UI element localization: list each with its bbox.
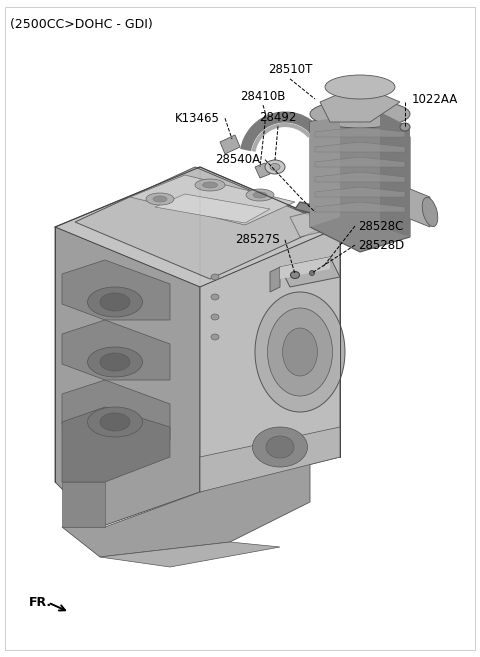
Polygon shape [255, 163, 270, 178]
Text: 28540A: 28540A [215, 153, 260, 166]
Polygon shape [155, 194, 270, 223]
Ellipse shape [211, 314, 219, 320]
Polygon shape [280, 257, 330, 279]
Ellipse shape [310, 271, 314, 275]
Polygon shape [295, 202, 320, 214]
Ellipse shape [100, 293, 130, 311]
Polygon shape [290, 202, 360, 237]
Polygon shape [55, 227, 200, 527]
Ellipse shape [252, 427, 308, 467]
Polygon shape [62, 320, 170, 380]
Polygon shape [270, 267, 280, 292]
Text: 28410B: 28410B [240, 90, 286, 103]
Ellipse shape [203, 182, 217, 188]
Ellipse shape [290, 271, 300, 279]
Polygon shape [280, 257, 340, 287]
Ellipse shape [310, 100, 410, 128]
Polygon shape [62, 380, 170, 440]
Ellipse shape [325, 75, 395, 99]
Polygon shape [315, 142, 405, 152]
Polygon shape [315, 157, 405, 167]
Polygon shape [100, 542, 280, 567]
Text: 28528D: 28528D [358, 238, 404, 252]
Ellipse shape [211, 294, 219, 300]
Ellipse shape [283, 328, 317, 376]
Polygon shape [130, 175, 295, 225]
Polygon shape [200, 227, 340, 492]
Ellipse shape [211, 334, 219, 340]
Polygon shape [310, 107, 410, 252]
Text: FR.: FR. [29, 596, 52, 609]
Polygon shape [405, 187, 430, 227]
Polygon shape [75, 167, 330, 279]
Polygon shape [315, 127, 405, 137]
Ellipse shape [146, 193, 174, 205]
Ellipse shape [195, 179, 225, 191]
Polygon shape [220, 135, 240, 154]
Text: 28527S: 28527S [235, 233, 280, 246]
Polygon shape [62, 457, 310, 557]
Ellipse shape [255, 292, 345, 412]
Ellipse shape [265, 160, 285, 174]
Ellipse shape [422, 197, 438, 227]
Text: 28528C: 28528C [358, 219, 403, 233]
Ellipse shape [270, 164, 280, 171]
Ellipse shape [266, 436, 294, 458]
Polygon shape [62, 482, 105, 527]
Text: 28510T: 28510T [268, 62, 312, 76]
Ellipse shape [211, 274, 219, 280]
Ellipse shape [400, 123, 410, 131]
Polygon shape [310, 117, 340, 227]
Polygon shape [380, 112, 410, 237]
Polygon shape [200, 427, 340, 492]
Ellipse shape [246, 189, 274, 201]
Ellipse shape [267, 308, 333, 396]
Ellipse shape [153, 196, 167, 202]
Polygon shape [315, 187, 405, 197]
Ellipse shape [87, 287, 143, 317]
Text: K13465: K13465 [175, 112, 220, 125]
Text: 1022AA: 1022AA [412, 93, 458, 106]
Ellipse shape [100, 413, 130, 431]
Text: (2500CC>DOHC - GDI): (2500CC>DOHC - GDI) [10, 18, 152, 32]
Polygon shape [62, 260, 170, 320]
Ellipse shape [253, 192, 267, 198]
Polygon shape [315, 202, 405, 212]
Ellipse shape [87, 407, 143, 437]
Polygon shape [315, 172, 405, 182]
Ellipse shape [100, 353, 130, 371]
Polygon shape [320, 85, 400, 122]
Text: 28492: 28492 [259, 110, 297, 124]
Polygon shape [62, 407, 170, 482]
Ellipse shape [87, 347, 143, 377]
Polygon shape [55, 167, 340, 287]
